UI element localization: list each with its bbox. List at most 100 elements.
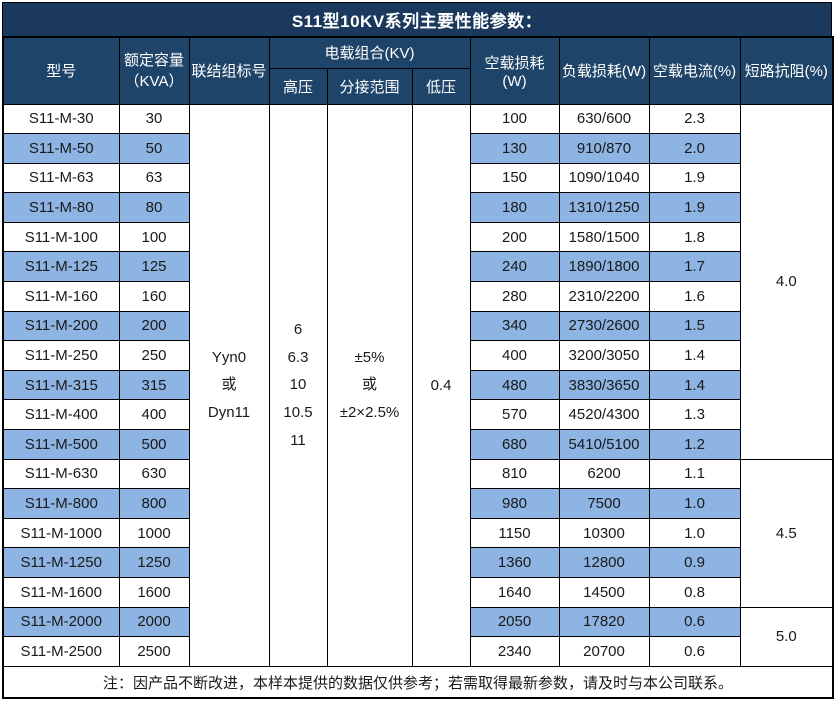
table-row: S11-M-315 315 480 3830/3650 1.4 xyxy=(2,369,833,401)
col-header-load-loss: 负载损耗(W) xyxy=(558,36,650,105)
capacity-cell: 125 xyxy=(118,251,190,283)
model-cell: S11-M-80 xyxy=(2,192,120,223)
capacity-cell: 2000 xyxy=(118,606,190,638)
col-header-model: 型号 xyxy=(2,36,120,105)
load-loss-cell: 4520/4300 xyxy=(558,399,650,431)
table-row: S11-M-200 200 340 2730/2600 1.5 xyxy=(2,310,833,342)
capacity-cell: 200 xyxy=(118,310,190,342)
load-loss-cell: 3830/3650 xyxy=(558,369,650,401)
col-header-vector-group: 联结组标号 xyxy=(188,36,270,105)
model-cell: S11-M-63 xyxy=(2,162,120,194)
no-load-current-cell: 1.9 xyxy=(648,162,741,194)
model-cell: S11-M-200 xyxy=(2,310,120,342)
no-load-loss-cell: 240 xyxy=(469,251,560,283)
no-load-current-cell: 1.1 xyxy=(648,458,741,490)
load-loss-cell: 1890/1800 xyxy=(558,251,650,283)
no-load-current-cell: 1.9 xyxy=(648,192,741,223)
model-cell: S11-M-250 xyxy=(2,340,120,371)
table-footer: 注：因产品不断改进，本样本提供的数据仅供参考；若需取得最新参数，请及时与本公司联… xyxy=(2,665,834,699)
load-loss-cell: 17820 xyxy=(558,606,650,638)
no-load-loss-cell: 150 xyxy=(469,162,560,194)
header-row-1: 型号 额定容量 （KVA） 联结组标号 电载组合(KV) 空载损耗(W) 负载损… xyxy=(2,36,834,105)
load-loss-cell: 2310/2200 xyxy=(558,281,650,312)
no-load-current-cell: 0.9 xyxy=(648,547,741,578)
model-cell: S11-M-30 xyxy=(2,103,120,135)
no-load-loss-cell: 180 xyxy=(469,192,560,223)
capacity-cell: 100 xyxy=(118,221,190,253)
model-cell: S11-M-2500 xyxy=(2,636,120,667)
model-cell: S11-M-800 xyxy=(2,488,120,519)
no-load-loss-cell: 340 xyxy=(469,310,560,342)
no-load-current-cell: 1.3 xyxy=(648,399,741,431)
no-load-loss-cell: 2340 xyxy=(469,636,560,667)
table-body: S11-M-30 30 Yyn0 或 Dyn11 6 6.3 10 10.5 11 ±5… xyxy=(2,103,834,667)
footer-row: 注：因产品不断改进，本样本提供的数据仅供参考；若需取得最新参数，请及时与本公司联… xyxy=(2,665,834,699)
model-cell: S11-M-500 xyxy=(2,429,120,460)
model-cell: S11-M-1000 xyxy=(2,517,120,549)
no-load-loss-cell: 980 xyxy=(469,488,560,519)
no-load-loss-cell: 1360 xyxy=(469,547,560,578)
load-loss-cell: 630/600 xyxy=(558,103,650,135)
capacity-cell: 30 xyxy=(118,103,190,135)
no-load-loss-cell: 570 xyxy=(469,399,560,431)
no-load-loss-cell: 480 xyxy=(469,369,560,401)
load-loss-cell: 5410/5100 xyxy=(558,429,650,460)
table-row: S11-M-500 500 680 5410/5100 1.2 xyxy=(2,429,833,460)
table-row: S11-M-30 30 Yyn0 或 Dyn11 6 6.3 10 10.5 11 ±5… xyxy=(2,103,834,667)
table-row: S11-M-50 50 130 910/870 2.0 xyxy=(2,133,833,164)
model-cell: S11-M-630 xyxy=(2,458,120,490)
table-row: S11-M-2000 2000 2050 17820 0.6 5.0 xyxy=(2,606,834,667)
no-load-loss-cell: 1640 xyxy=(469,577,560,608)
no-load-current-cell: 2.0 xyxy=(648,133,741,164)
capacity-cell: 1600 xyxy=(118,577,190,608)
table-row: S11-M-630 630 810 6200 1.1 4.5 xyxy=(2,458,834,608)
no-load-current-cell: 1.8 xyxy=(648,221,741,253)
impedance-cell: 5.0 xyxy=(739,606,834,667)
model-cell: S11-M-1600 xyxy=(2,577,120,608)
capacity-cell: 500 xyxy=(118,429,190,460)
no-load-current-cell: 1.0 xyxy=(648,488,741,519)
table-row: S11-M-63 63 150 1090/1040 1.9 xyxy=(2,162,833,194)
no-load-loss-cell: 100 xyxy=(469,103,560,135)
no-load-loss-cell: 2050 xyxy=(469,606,560,638)
no-load-current-cell: 1.5 xyxy=(648,310,741,342)
table-row: S11-M-80 80 180 1310/1250 1.9 xyxy=(2,192,833,223)
table-row: S11-M-160 160 280 2310/2200 1.6 xyxy=(2,281,833,312)
impedance-cell: 4.0 xyxy=(739,103,834,460)
capacity-cell: 1250 xyxy=(118,547,190,578)
load-loss-cell: 2730/2600 xyxy=(558,310,650,342)
no-load-current-cell: 1.2 xyxy=(648,429,741,460)
no-load-current-cell: 1.4 xyxy=(648,369,741,401)
no-load-loss-cell: 280 xyxy=(469,281,560,312)
header-row-2: 高压 分接范围 低压 xyxy=(3,67,833,105)
col-header-tap-range: 分接范围 xyxy=(326,67,413,105)
capacity-cell: 50 xyxy=(118,133,190,164)
capacity-cell: 315 xyxy=(118,369,190,401)
no-load-loss-cell: 680 xyxy=(469,429,560,460)
capacity-cell: 250 xyxy=(118,340,190,371)
capacity-label-line2: （KVA） xyxy=(124,72,184,90)
model-cell: S11-M-315 xyxy=(2,369,120,401)
no-load-current-cell: 0.6 xyxy=(648,606,741,638)
no-load-current-cell: 1.4 xyxy=(648,340,741,371)
load-loss-cell: 14500 xyxy=(558,577,650,608)
load-loss-cell: 1090/1040 xyxy=(558,162,650,194)
col-header-capacity: 额定容量 （KVA） xyxy=(118,36,190,105)
capacity-cell: 630 xyxy=(118,458,190,490)
capacity-cell: 1000 xyxy=(118,517,190,549)
footer-note: 注：因产品不断改进，本样本提供的数据仅供参考；若需取得最新参数，请及时与本公司联… xyxy=(2,665,834,699)
capacity-cell: 160 xyxy=(118,281,190,312)
model-cell: S11-M-100 xyxy=(2,221,120,253)
load-loss-cell: 6200 xyxy=(558,458,650,490)
capacity-cell: 400 xyxy=(118,399,190,431)
load-loss-cell: 10300 xyxy=(558,517,650,549)
load-loss-cell: 3200/3050 xyxy=(558,340,650,371)
capacity-cell: 63 xyxy=(118,162,190,194)
table-row: S11-M-125 125 240 1890/1800 1.7 xyxy=(2,251,833,283)
table-title: S11型10KV系列主要性能参数： xyxy=(2,2,832,36)
load-loss-cell: 12800 xyxy=(558,547,650,578)
no-load-current-cell: 0.6 xyxy=(648,636,741,667)
col-header-no-load-loss: 空载损耗(W) xyxy=(469,36,560,105)
col-header-no-load-current: 空载电流(%) xyxy=(648,36,741,105)
